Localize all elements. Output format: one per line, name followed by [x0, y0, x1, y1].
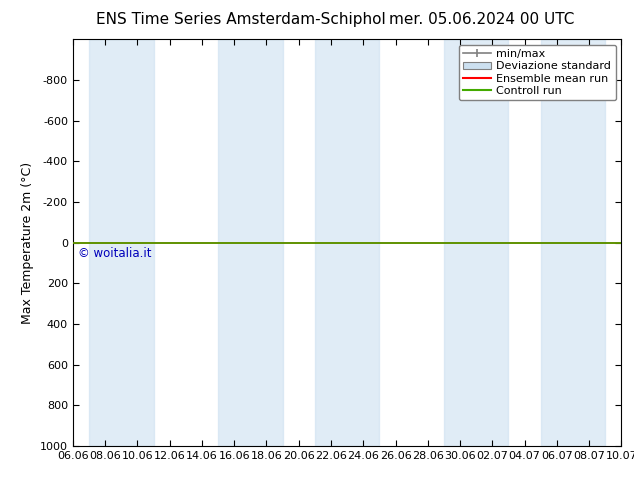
Text: ENS Time Series Amsterdam-Schiphol: ENS Time Series Amsterdam-Schiphol: [96, 12, 386, 27]
Bar: [541, 39, 605, 446]
Bar: [89, 39, 153, 446]
Legend: min/max, Deviazione standard, Ensemble mean run, Controll run: min/max, Deviazione standard, Ensemble m…: [458, 45, 616, 100]
Bar: [218, 39, 283, 446]
Y-axis label: Max Temperature 2m (°C): Max Temperature 2m (°C): [22, 162, 34, 323]
Bar: [315, 39, 379, 446]
Text: mer. 05.06.2024 00 UTC: mer. 05.06.2024 00 UTC: [389, 12, 574, 27]
Text: © woitalia.it: © woitalia.it: [79, 246, 152, 260]
Bar: [444, 39, 508, 446]
